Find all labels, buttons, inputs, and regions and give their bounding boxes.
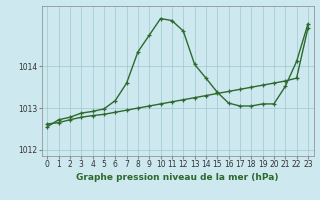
X-axis label: Graphe pression niveau de la mer (hPa): Graphe pression niveau de la mer (hPa) <box>76 173 279 182</box>
